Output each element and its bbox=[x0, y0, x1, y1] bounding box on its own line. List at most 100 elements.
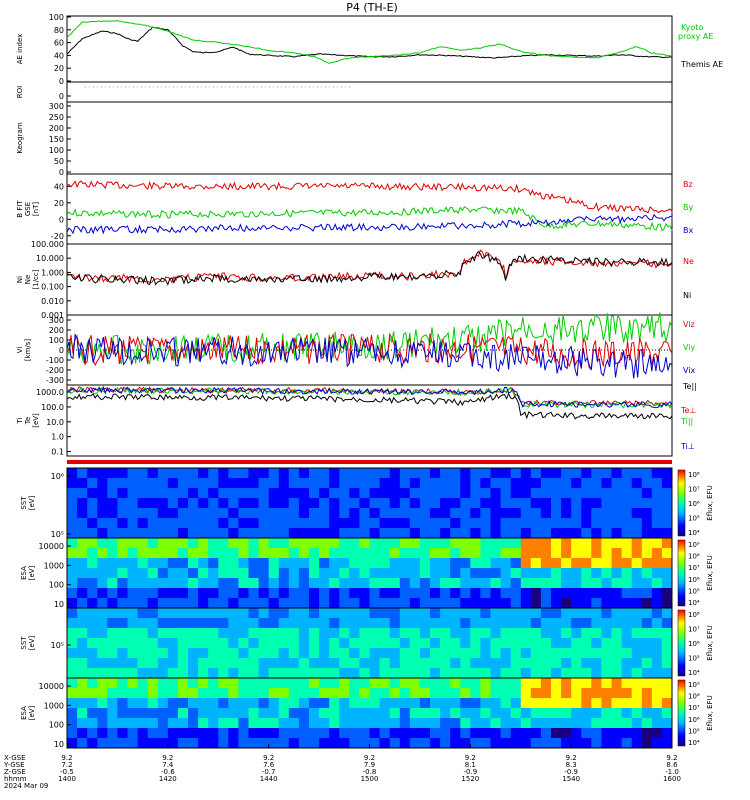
esa_i-cell bbox=[510, 738, 522, 749]
esa_i-cell bbox=[309, 738, 320, 749]
esa_i-cell bbox=[611, 688, 623, 699]
sst_e-cell bbox=[339, 488, 350, 499]
sst_i-cell bbox=[450, 658, 461, 669]
sst_i-cell bbox=[97, 618, 108, 629]
sst_e-cell bbox=[228, 528, 239, 539]
sst_e-cell bbox=[369, 498, 381, 509]
esa_i-cell bbox=[440, 688, 451, 699]
bfield-ylabel: B FIT GSE [nT] bbox=[16, 200, 40, 218]
sst_e-ytick-label: 10⁵ bbox=[51, 530, 64, 539]
sst_e-cell bbox=[167, 488, 179, 499]
esa_e-cell bbox=[198, 538, 209, 549]
sst_i-cell bbox=[591, 638, 602, 649]
legend-proxy-ae: proxy AE bbox=[678, 32, 713, 41]
sst_i-cell bbox=[389, 628, 401, 639]
sst_e-cell bbox=[500, 518, 512, 529]
sst_i-cell bbox=[611, 648, 623, 659]
esa_e-cell bbox=[419, 588, 431, 599]
esa_i-cell bbox=[581, 678, 592, 689]
sst_e-cell bbox=[288, 518, 300, 529]
sst_e-cell bbox=[177, 498, 189, 509]
sst_e-cell bbox=[77, 488, 88, 499]
sst_e-cell bbox=[379, 498, 391, 509]
esa_e-cell bbox=[258, 588, 270, 599]
esa_e-cell bbox=[238, 538, 249, 549]
esa_e-cell bbox=[460, 588, 471, 599]
esa_i-cell bbox=[450, 698, 461, 709]
x-ephemeris-label: -0.9 bbox=[463, 768, 477, 776]
sst_e-cell bbox=[278, 528, 290, 539]
esa_e-cell bbox=[329, 568, 340, 579]
esa_e-cell bbox=[157, 538, 169, 549]
esa_i-cell bbox=[319, 708, 330, 719]
velocity-ylabel: Vi [km/s] bbox=[16, 339, 32, 362]
esa_e-cell bbox=[238, 558, 249, 569]
esa_i-cell bbox=[157, 688, 169, 699]
sst_i-cell bbox=[450, 618, 461, 629]
esa_e-cell bbox=[329, 558, 340, 569]
esa_i-cell bbox=[107, 678, 118, 689]
sst_e-cell bbox=[540, 518, 552, 529]
sst_e-cell bbox=[399, 468, 411, 479]
sst_e-cell bbox=[571, 488, 582, 499]
sst_e-cell bbox=[561, 508, 572, 519]
density-ytick-label: 0.001 bbox=[41, 311, 64, 320]
sst_e-cell bbox=[177, 468, 189, 479]
sst_e-cell bbox=[67, 518, 78, 529]
esa_i-cell bbox=[591, 698, 602, 709]
sst_i-cell bbox=[500, 618, 512, 629]
sst_e-cell bbox=[107, 498, 118, 509]
esa_i-colorbar-tick: 10⁹ bbox=[688, 681, 700, 689]
sst_i-cell bbox=[238, 658, 249, 669]
x-ephemeris-label: -0.8 bbox=[363, 768, 377, 776]
sst_e-cell bbox=[329, 528, 340, 539]
esa_e-cell bbox=[208, 548, 219, 559]
esa_e-cell bbox=[97, 558, 108, 569]
esa_i-cell bbox=[77, 728, 88, 739]
esa_i-cell bbox=[278, 688, 290, 699]
sst_i-cell bbox=[419, 638, 431, 649]
sst_e-cell bbox=[561, 518, 572, 529]
sst_e-cell bbox=[500, 528, 512, 539]
sst_i-cell bbox=[198, 608, 209, 619]
sst_e-cell bbox=[601, 468, 612, 479]
density-ylabel-line: [1/cc] bbox=[32, 269, 40, 289]
ae-series-themisae bbox=[66, 26, 673, 59]
sst_e-cell bbox=[188, 518, 199, 529]
esa_i-cell bbox=[641, 738, 653, 749]
sst_e-cell bbox=[288, 478, 300, 489]
sst_e-cell bbox=[561, 488, 572, 499]
sst_e-cell bbox=[379, 478, 391, 489]
esa_i-cell bbox=[349, 678, 360, 689]
sst_e-cell bbox=[551, 478, 562, 489]
esa_i-cell bbox=[349, 688, 360, 699]
esa_e-cell bbox=[510, 598, 522, 609]
esa_i-cell bbox=[510, 688, 522, 699]
esa_e-cell bbox=[359, 598, 370, 609]
temperature-ytick-label: 1.0 bbox=[51, 433, 64, 442]
esa_e-cell bbox=[218, 578, 229, 589]
esa_e-cell bbox=[177, 598, 189, 609]
esa_i-cell bbox=[510, 678, 522, 689]
sst_e-cell bbox=[339, 508, 350, 519]
sst_i-cell bbox=[97, 648, 108, 659]
esa_e-cell bbox=[510, 558, 522, 569]
sst_e-cell bbox=[87, 498, 98, 509]
esa_e-cell bbox=[177, 578, 189, 589]
esa_i-cell bbox=[268, 678, 280, 689]
esa_i-cell bbox=[561, 718, 572, 729]
sst_i-cell bbox=[238, 608, 249, 619]
sst_i-cell bbox=[359, 658, 370, 669]
esa_e-cell bbox=[369, 558, 381, 569]
sst_i-cell bbox=[661, 628, 673, 639]
esa_i-cell bbox=[238, 678, 249, 689]
sst_i-cell bbox=[268, 658, 280, 669]
esa_i-cell bbox=[470, 718, 481, 729]
esa_i-cell bbox=[107, 688, 118, 699]
esa_i-cell bbox=[177, 678, 189, 689]
sst_e-cell bbox=[480, 468, 491, 479]
esa_i-cell bbox=[611, 718, 623, 729]
esa_i-cell bbox=[167, 708, 179, 719]
esa_i-cell bbox=[309, 718, 320, 729]
